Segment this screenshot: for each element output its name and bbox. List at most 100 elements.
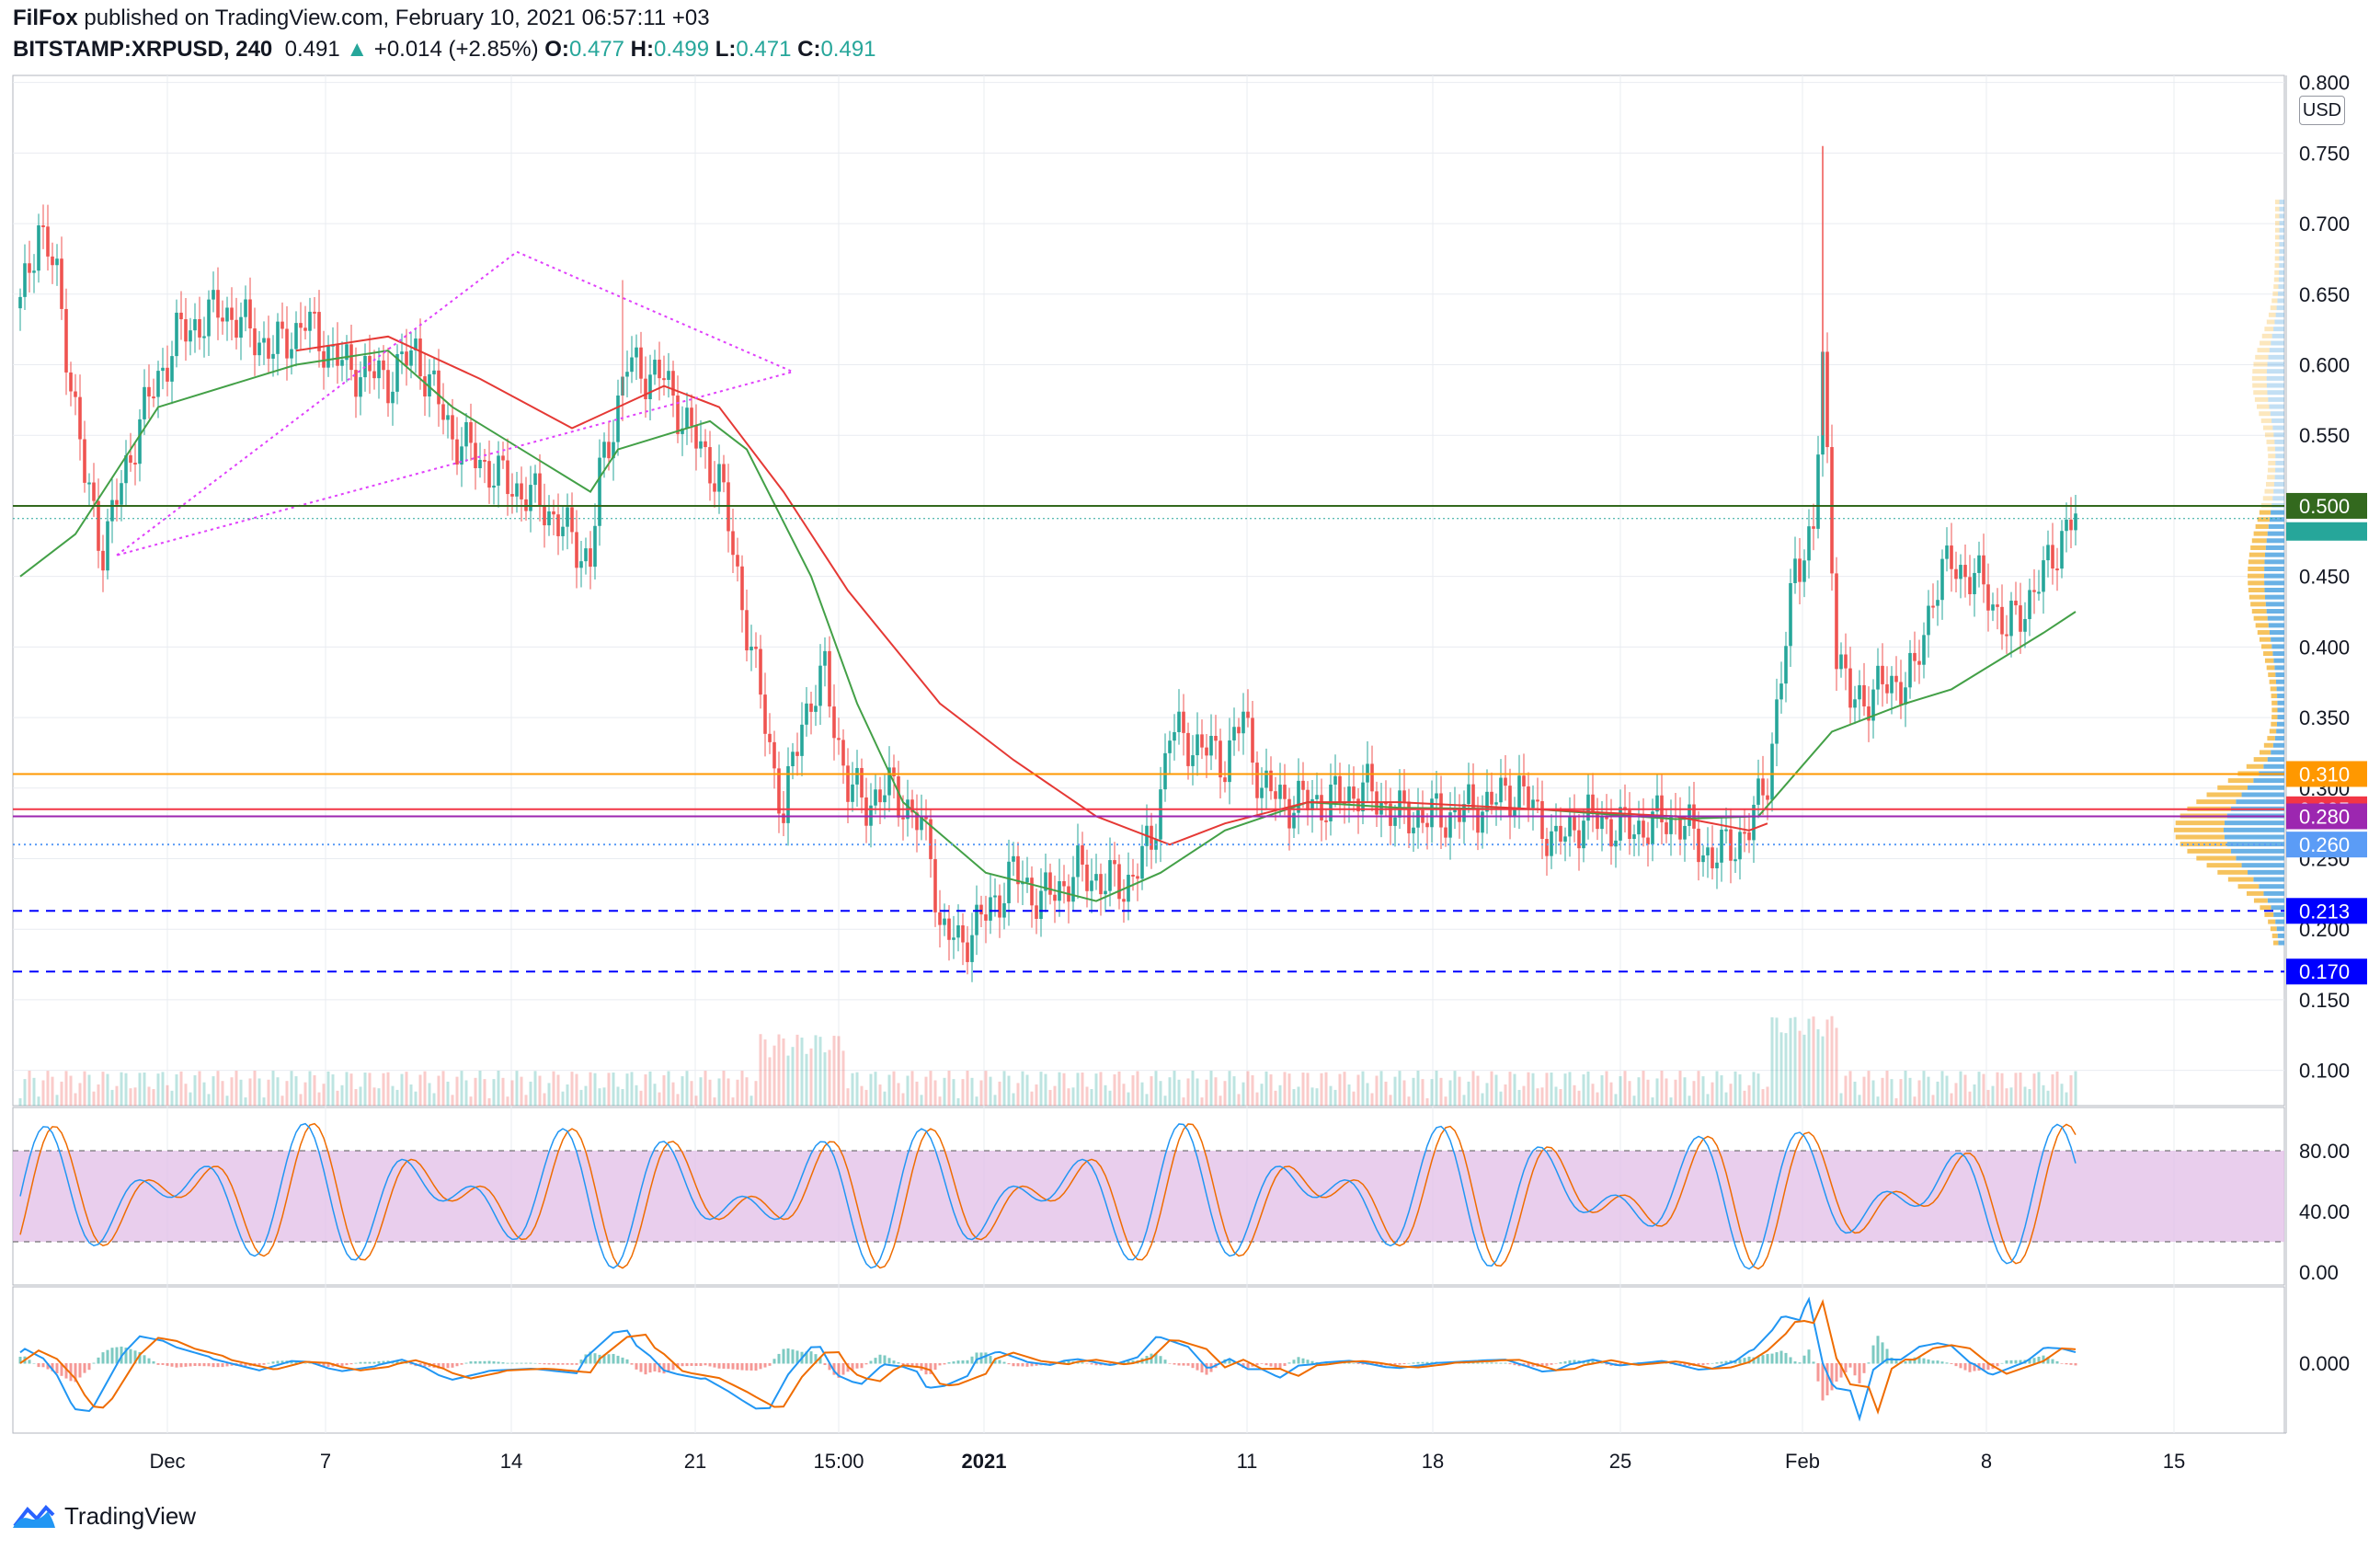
volume-profile-bar-blue	[2267, 757, 2284, 763]
candle-body	[299, 323, 303, 328]
volume-bar	[897, 1083, 900, 1106]
candle-body	[1200, 734, 1204, 748]
macd-histogram-bar	[1191, 1363, 1195, 1369]
volume-bar	[1485, 1083, 1489, 1106]
volume-bar	[193, 1074, 197, 1106]
macd-histogram-bar	[1035, 1363, 1038, 1366]
volume-profile-bar-blue	[2275, 453, 2284, 459]
candle-body	[340, 360, 344, 366]
macd-histogram-bar	[901, 1363, 905, 1365]
candle-body	[699, 441, 703, 449]
macd-histogram-bar	[616, 1355, 620, 1364]
volume-bar	[1545, 1073, 1549, 1106]
currency-label[interactable]: USD	[2299, 96, 2345, 125]
macd-histogram-bar	[1945, 1362, 1949, 1364]
candle-body	[1131, 874, 1135, 877]
candle-body	[1876, 665, 1880, 690]
macd-histogram-bar	[221, 1363, 224, 1368]
macd-histogram-bar	[1752, 1357, 1756, 1364]
volume-bar	[515, 1071, 519, 1106]
macd-histogram-bar	[1867, 1362, 1871, 1364]
candle-body	[2060, 531, 2064, 569]
macd-histogram-bar	[897, 1362, 900, 1364]
candle-body	[193, 319, 197, 331]
volume-profile-bar-blue	[2241, 792, 2284, 797]
volume-profile-bar-orange	[2272, 940, 2279, 946]
volume-profile-bar-orange	[2264, 912, 2274, 917]
volume-bar	[1310, 1087, 1314, 1106]
volume-bar	[1067, 1088, 1070, 1106]
volume-bar	[851, 1073, 854, 1106]
macd-histogram-bar	[1182, 1363, 1185, 1366]
volume-bar	[216, 1071, 220, 1106]
candle-body	[1104, 890, 1107, 895]
volume-bar	[1499, 1091, 1503, 1106]
volume-bar	[1389, 1095, 1392, 1106]
volume-bar	[1568, 1072, 1572, 1106]
candle-body	[1173, 731, 1176, 741]
volume-bar	[589, 1072, 592, 1106]
macd-histogram-bar	[78, 1363, 82, 1378]
macd-histogram-bar	[685, 1363, 689, 1367]
macd-histogram-bar	[1770, 1353, 1774, 1364]
volume-profile-bar-orange	[2263, 651, 2273, 657]
candle-body	[1053, 894, 1057, 901]
macd-histogram-bar	[1025, 1363, 1029, 1367]
macd-histogram-bar	[92, 1362, 96, 1364]
volume-bar	[1159, 1081, 1162, 1106]
volume-bar	[800, 1038, 804, 1106]
volume-bar	[892, 1071, 896, 1106]
publish-info: FilFox published on TradingView.com, Feb…	[13, 6, 710, 31]
volume-bar	[1940, 1071, 1944, 1106]
candle-body	[487, 461, 491, 488]
macd-histogram-bar	[717, 1363, 721, 1369]
candle-body	[69, 372, 73, 392]
volume-bar	[1223, 1081, 1227, 1106]
candle-body	[2009, 601, 2013, 637]
volume-bar	[1706, 1094, 1710, 1106]
candle-body	[1177, 711, 1181, 732]
volume-bar	[432, 1093, 436, 1106]
macd-histogram-bar	[133, 1350, 137, 1364]
volume-bar	[1996, 1072, 1999, 1106]
candle-body	[681, 428, 684, 434]
candle-body	[372, 371, 376, 379]
macd-histogram-bar	[809, 1351, 813, 1364]
volume-bar	[823, 1052, 827, 1106]
volume-bar	[1476, 1075, 1480, 1106]
volume-profile-bar-orange	[2248, 552, 2265, 557]
candle-body	[207, 299, 211, 337]
volume-bar	[1435, 1071, 1438, 1106]
volume-bar	[1324, 1072, 1328, 1106]
candle-body	[1770, 743, 1774, 800]
volume-bar	[570, 1072, 574, 1106]
candle-body	[754, 647, 758, 649]
macd-histogram-bar	[1196, 1363, 1199, 1371]
macd-histogram-bar	[1016, 1363, 1020, 1367]
candle-body	[253, 328, 257, 356]
candle-body	[51, 256, 54, 266]
macd-histogram-bar	[1200, 1363, 1204, 1373]
y-tick-label: 0.550	[2299, 424, 2350, 447]
volume-bar	[1044, 1073, 1047, 1106]
candle-body	[832, 706, 836, 739]
macd-histogram-bar	[1761, 1355, 1765, 1364]
candle-body	[1223, 777, 1227, 783]
volume-bar	[1596, 1092, 1599, 1106]
candle-body	[841, 740, 845, 766]
candle-body	[1963, 565, 1967, 578]
volume-bar	[340, 1084, 344, 1106]
volume-bar	[1062, 1073, 1066, 1106]
macd-histogram-bar	[345, 1363, 349, 1366]
candle-body	[639, 347, 643, 379]
candle-body	[1274, 791, 1277, 799]
macd-histogram-bar	[1269, 1363, 1273, 1367]
volume-profile-bar-blue	[2277, 694, 2284, 699]
candle-body	[46, 226, 50, 257]
candle-body	[1012, 855, 1015, 862]
candle-body	[1269, 770, 1273, 792]
candle-body	[359, 377, 362, 397]
candle-body	[41, 225, 45, 228]
volume-bar	[166, 1084, 169, 1106]
